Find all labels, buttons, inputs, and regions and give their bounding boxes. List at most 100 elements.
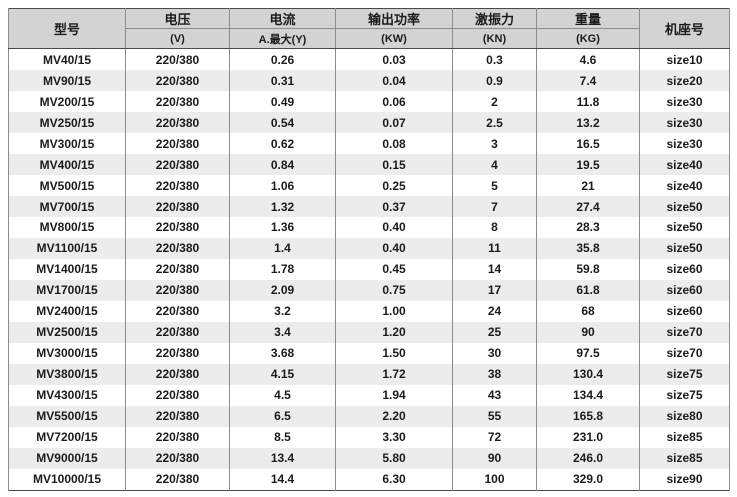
table-cell-frame_size: size75 [639,384,730,406]
table-row: MV250/15 220/380 0.54 0.07 2.5 13.2 size30 [8,112,730,134]
table-cell-weight: 165.8 [536,405,640,427]
table-cell-current: 3.68 [229,342,336,364]
table-cell-exciting_force: 2.5 [452,112,537,134]
table-cell-voltage: 220/380 [125,468,230,491]
table-cell-exciting_force: 30 [452,342,537,364]
table-cell-current: 0.54 [229,112,336,134]
table-cell-voltage: 220/380 [125,175,230,197]
table-row: MV2400/15 220/380 3.2 1.00 24 68 size60 [8,300,730,322]
table-cell-output_power: 0.08 [335,133,453,155]
table-cell-model: MV10000/15 [8,468,126,491]
table-cell-weight: 130.4 [536,363,640,385]
table-row: MV1400/15 220/380 1.78 0.45 14 59.8 size60 [8,258,730,280]
table-row: MV3000/15 220/380 3.68 1.50 30 97.5 size70 [8,342,730,364]
table-cell-model: MV2500/15 [8,321,126,343]
table-cell-voltage: 220/380 [125,196,230,217]
table-cell-current: 1.78 [229,258,336,280]
table-row: MV2500/15 220/380 3.4 1.20 25 90 size70 [8,321,730,343]
table-cell-current: 4.15 [229,363,336,385]
table-cell-weight: 16.5 [536,133,640,155]
table-cell-exciting_force: 0.3 [452,48,537,71]
table-cell-model: MV3800/15 [8,363,126,385]
table-row: MV40/15 220/380 0.26 0.03 0.3 4.6 size10 [8,48,730,71]
table-cell-output_power: 1.50 [335,342,453,364]
table-cell-output_power: 0.03 [335,48,453,71]
table-cell-output_power: 0.07 [335,112,453,134]
table-cell-output_power: 0.40 [335,217,453,238]
table-cell-voltage: 220/380 [125,300,230,322]
table-cell-exciting_force: 11 [452,237,537,259]
table-cell-frame_size: size85 [639,447,730,469]
table-cell-weight: 11.8 [536,91,640,113]
table-cell-current: 0.31 [229,70,336,92]
table-cell-frame_size: size40 [639,154,730,176]
table-cell-output_power: 3.30 [335,426,453,448]
table-cell-model: MV3000/15 [8,342,126,364]
table-cell-exciting_force: 4 [452,154,537,176]
table-cell-model: MV300/15 [8,133,126,155]
table-row: MV5500/15 220/380 6.5 2.20 55 165.8 size80 [8,405,730,427]
table-cell-weight: 4.6 [536,48,640,71]
column-header-voltage: 电压 [125,8,230,29]
table-cell-exciting_force: 25 [452,321,537,343]
table-cell-exciting_force: 0.9 [452,70,537,92]
table-cell-frame_size: size70 [639,321,730,343]
table-row: MV10000/15 220/380 14.4 6.30 100 329.0 size90 [8,468,730,491]
table-cell-weight: 19.5 [536,154,640,176]
table-cell-model: MV200/15 [8,91,126,113]
table-cell-model: MV2400/15 [8,300,126,322]
spec-table-header: 型号 电压 电流 输出功率 激振力 重量 机座号 (V) A.最大(Y) (KW… [8,8,730,49]
table-cell-frame_size: size75 [639,363,730,385]
table-cell-exciting_force: 100 [452,468,537,491]
table-cell-exciting_force: 2 [452,91,537,113]
column-header-output-power: 输出功率 [335,8,453,29]
table-cell-frame_size: size30 [639,133,730,155]
table-cell-current: 3.2 [229,300,336,322]
table-cell-weight: 97.5 [536,342,640,364]
table-cell-output_power: 0.37 [335,196,453,217]
table-cell-exciting_force: 24 [452,300,537,322]
table-cell-frame_size: size80 [639,405,730,427]
table-cell-frame_size: size30 [639,112,730,134]
table-cell-weight: 90 [536,321,640,343]
table-cell-frame_size: size85 [639,426,730,448]
table-cell-weight: 68 [536,300,640,322]
table-cell-frame_size: size90 [639,468,730,491]
table-cell-weight: 7.4 [536,70,640,92]
table-cell-frame_size: size60 [639,258,730,280]
table-cell-voltage: 220/380 [125,405,230,427]
table-cell-current: 14.4 [229,468,336,491]
table-cell-weight: 231.0 [536,426,640,448]
column-header-weight: 重量 [536,8,640,29]
table-cell-model: MV7200/15 [8,426,126,448]
table-cell-model: MV800/15 [8,217,126,238]
table-cell-voltage: 220/380 [125,112,230,134]
table-cell-voltage: 220/380 [125,154,230,176]
table-cell-weight: 61.8 [536,279,640,301]
table-cell-weight: 35.8 [536,237,640,259]
table-row: MV1700/15 220/380 2.09 0.75 17 61.8 size60 [8,279,730,301]
table-cell-weight: 59.8 [536,258,640,280]
table-cell-voltage: 220/380 [125,384,230,406]
table-row: MV7200/15 220/380 8.5 3.30 72 231.0 size85 [8,426,730,448]
spec-table-body: MV40/15 220/380 0.26 0.03 0.3 4.6 size10 MV90/1… [8,48,730,491]
table-row: MV300/15 220/380 0.62 0.08 3 16.5 size30 [8,133,730,155]
table-cell-exciting_force: 14 [452,258,537,280]
table-cell-output_power: 1.72 [335,363,453,385]
table-cell-model: MV9000/15 [8,447,126,469]
column-unit-current: A.最大(Y) [229,28,336,49]
table-cell-current: 3.4 [229,321,336,343]
table-cell-model: MV700/15 [8,196,126,217]
table-cell-model: MV500/15 [8,175,126,197]
column-unit-voltage: (V) [125,28,230,49]
table-cell-voltage: 220/380 [125,70,230,92]
table-cell-weight: 329.0 [536,468,640,491]
column-unit-exciting-force: (KN) [452,28,537,49]
table-cell-output_power: 2.20 [335,405,453,427]
table-cell-frame_size: size60 [639,300,730,322]
table-cell-frame_size: size50 [639,196,730,217]
table-cell-output_power: 0.25 [335,175,453,197]
table-cell-frame_size: size40 [639,175,730,197]
table-cell-voltage: 220/380 [125,447,230,469]
table-cell-current: 2.09 [229,279,336,301]
